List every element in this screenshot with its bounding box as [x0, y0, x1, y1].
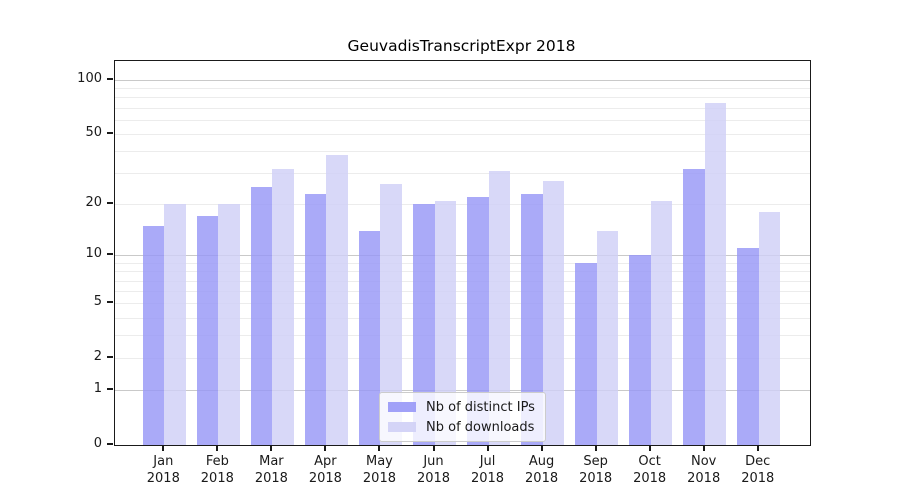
y-tick-1 [107, 388, 113, 391]
x-tick-jul [486, 445, 489, 451]
bar-downloads-sep [596, 230, 619, 445]
legend-swatch-distinct-ips [388, 402, 416, 412]
bar-distinct-ips-oct [629, 255, 651, 445]
gridline-major-10 [115, 255, 810, 257]
x-tick-label-jun: Jun 2018 [416, 454, 451, 486]
x-tick-feb [216, 445, 219, 451]
gridline-major-100 [115, 80, 810, 82]
bar-downloads-aug [542, 181, 565, 445]
x-tick-jan [162, 445, 165, 451]
x-tick-label-may: May 2018 [362, 454, 396, 486]
gridline-minor-2 [115, 358, 810, 360]
gridline-minor-9 [115, 262, 810, 264]
y-tick-label-50: 50 [85, 125, 102, 141]
x-tick-label-mar: Mar 2018 [254, 454, 288, 486]
x-tick-label-nov: Nov 2018 [687, 454, 721, 486]
bar-distinct-ips-apr [304, 193, 327, 445]
bar-downloads-mar [272, 168, 294, 445]
bar-downloads-nov [704, 102, 727, 445]
y-tick-20 [107, 202, 113, 205]
x-tick-sep [594, 445, 597, 451]
bar-downloads-jun [434, 200, 456, 445]
x-tick-oct [648, 445, 651, 451]
plot-area [114, 60, 811, 446]
x-tick-label-oct: Oct 2018 [633, 454, 667, 486]
legend-swatch-downloads [388, 422, 416, 432]
y-tick-50 [107, 132, 113, 135]
y-tick-10 [107, 253, 113, 256]
gridline-minor-50 [115, 134, 810, 136]
y-tick-label-10: 10 [85, 246, 102, 262]
y-tick-0 [107, 443, 113, 445]
x-tick-label-apr: Apr 2018 [308, 454, 342, 486]
y-tick-label-2: 2 [93, 349, 102, 365]
x-tick-label-jul: Jul 2018 [470, 454, 505, 486]
gridline-minor-40 [115, 151, 810, 153]
bar-downloads-jul [488, 170, 511, 445]
y-tick-5 [107, 301, 113, 304]
bar-downloads-dec [758, 212, 781, 445]
bar-downloads-jan [164, 204, 186, 445]
x-tick-label-jan: Jan 2018 [146, 454, 180, 486]
bar-distinct-ips-may [358, 230, 381, 445]
gridline-minor-20 [115, 204, 810, 206]
x-tick-jun [432, 445, 435, 451]
gridline-minor-90 [115, 88, 810, 90]
gridline-minor-3 [115, 335, 810, 337]
gridline-major-1 [115, 390, 810, 392]
x-tick-dec [756, 445, 759, 451]
gridline-minor-70 [115, 107, 810, 109]
bar-downloads-may [380, 184, 402, 445]
bar-distinct-ips-aug [521, 193, 543, 445]
legend-label-distinct-ips: Nb of distinct IPs [426, 399, 535, 415]
bar-distinct-ips-jul [467, 197, 489, 445]
bar-downloads-feb [218, 204, 240, 445]
bar-distinct-ips-nov [683, 168, 705, 445]
x-tick-mar [270, 445, 273, 451]
legend: Nb of distinct IPs Nb of downloads [379, 392, 546, 442]
x-tick-label-aug: Aug 2018 [525, 454, 559, 486]
bar-distinct-ips-mar [250, 187, 273, 445]
bar-distinct-ips-feb [196, 216, 219, 445]
bar-distinct-ips-jan [142, 225, 165, 445]
gridline-minor-7 [115, 280, 810, 282]
gridline-minor-80 [115, 97, 810, 99]
gridline-minor-8 [115, 271, 810, 273]
bar-distinct-ips-dec [737, 248, 759, 445]
x-tick-nov [702, 445, 705, 451]
legend-item-downloads: Nb of downloads [388, 419, 535, 435]
gridline-minor-6 [115, 291, 810, 293]
gridline-minor-60 [115, 119, 810, 121]
y-tick-label-20: 20 [85, 195, 102, 211]
x-tick-label-sep: Sep 2018 [579, 454, 613, 486]
gridline-minor-5 [115, 303, 810, 305]
x-tick-label-feb: Feb 2018 [200, 454, 234, 486]
bar-distinct-ips-sep [575, 262, 597, 445]
y-tick-label-5: 5 [93, 294, 102, 310]
bar-downloads-apr [326, 155, 348, 445]
bar-distinct-ips-jun [413, 204, 435, 445]
legend-label-downloads: Nb of downloads [426, 419, 535, 435]
x-tick-may [378, 445, 381, 451]
y-tick-2 [107, 356, 113, 359]
y-tick-label-0: 0 [93, 436, 102, 451]
legend-item-distinct-ips: Nb of distinct IPs [388, 399, 535, 415]
chart-title: GeuvadisTranscriptExpr 2018 [347, 37, 576, 55]
gridline-minor-30 [115, 173, 810, 175]
y-tick-100 [107, 78, 113, 81]
x-tick-apr [324, 445, 327, 451]
x-tick-label-dec: Dec 2018 [741, 454, 775, 486]
gridline-minor-4 [115, 317, 810, 319]
x-tick-aug [540, 445, 543, 451]
bar-downloads-oct [650, 200, 673, 445]
y-tick-label-100: 100 [77, 71, 102, 87]
y-tick-label-1: 1 [93, 381, 102, 397]
